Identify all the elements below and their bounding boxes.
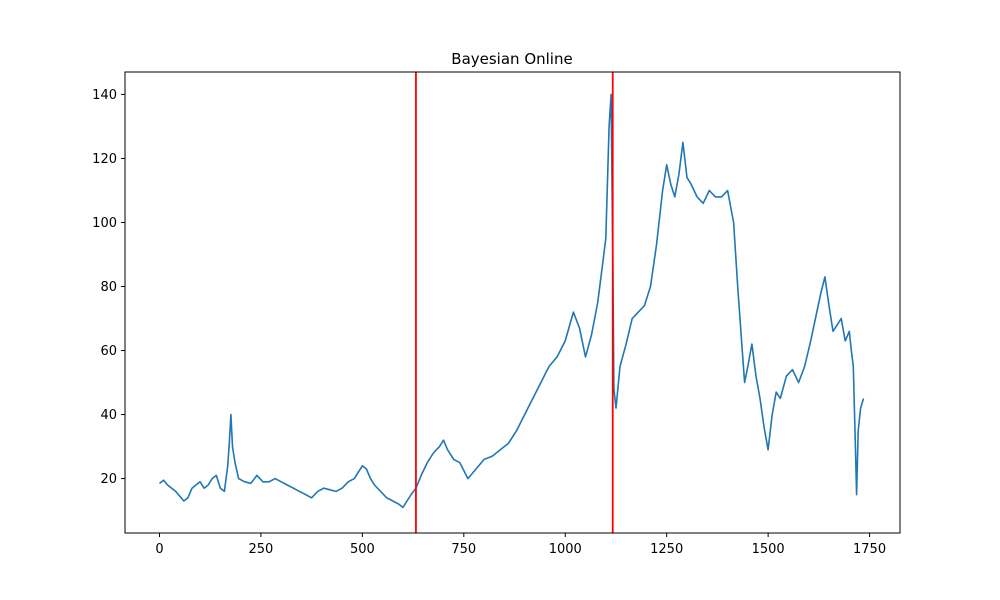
y-tick-label: 20 [100,472,117,487]
y-tick-label: 60 [100,344,117,359]
x-tick-label: 1750 [853,542,886,557]
x-tick-label: 0 [155,542,163,557]
axis-ticks: 0 250 500 750 1000 1250 1500 1750 20 40 60 80 100 120… [92,88,886,557]
y-tick-label: 140 [92,88,117,103]
series-line [159,93,865,509]
plot-area [159,72,865,533]
chart-title: Bayesian Online [451,50,572,68]
x-tick-label: 750 [451,542,476,557]
y-tick-label: 40 [100,408,117,423]
x-tick-label: 1500 [752,542,785,557]
plot-frame [124,71,901,534]
x-tick-label: 250 [249,542,274,557]
y-tick-label: 120 [92,152,117,167]
x-tick-label: 1000 [549,542,582,557]
y-tick-label: 80 [100,280,117,295]
y-tick-label: 100 [92,216,117,231]
x-tick-label: 1250 [650,542,683,557]
x-tick-label: 500 [350,542,375,557]
